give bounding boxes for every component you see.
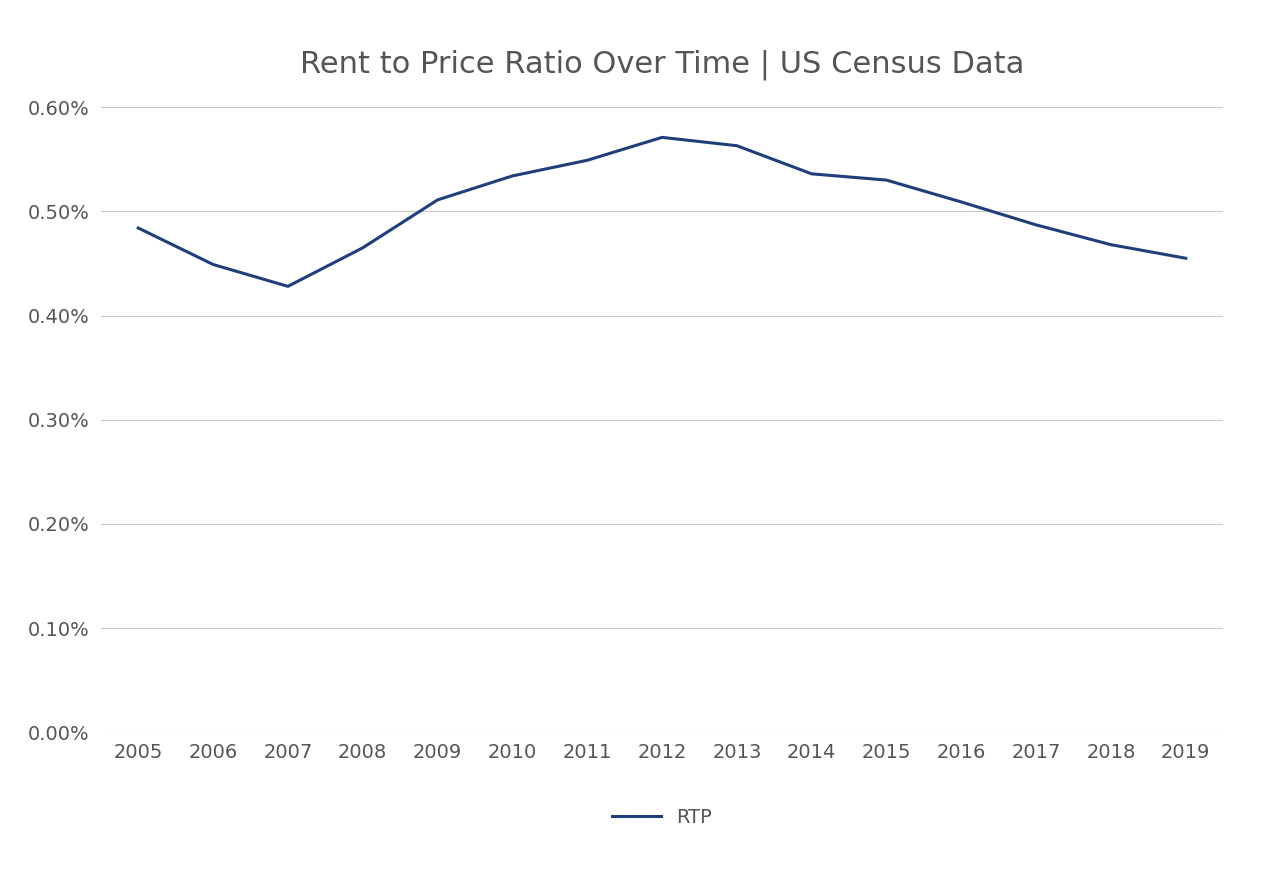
Title: Rent to Price Ratio Over Time | US Census Data: Rent to Price Ratio Over Time | US Censu… (300, 49, 1024, 80)
Legend: RTP: RTP (604, 800, 720, 835)
